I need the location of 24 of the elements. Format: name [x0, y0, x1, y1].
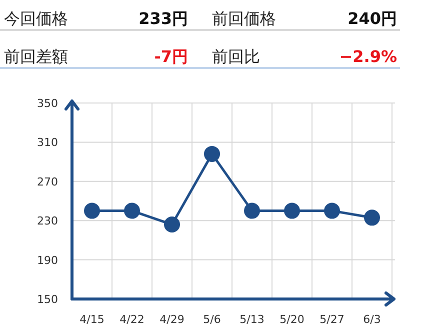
x-tick-label: 5/13 — [240, 313, 264, 326]
text: −2.9% — [339, 47, 397, 66]
x-tick-label: 4/15 — [80, 313, 104, 326]
text: 前回差額 — [4, 47, 68, 66]
text: 233円 — [138, 9, 188, 28]
point — [284, 202, 300, 219]
text: 前回比 — [212, 47, 260, 66]
point — [204, 146, 220, 162]
x-tick-label: 5/20 — [280, 313, 304, 326]
text: -7円 — [154, 47, 188, 66]
text: 240円 — [348, 9, 397, 28]
point — [364, 210, 380, 226]
point — [164, 216, 180, 233]
x-tick-label: 6/3 — [363, 313, 381, 326]
text: 前回価格 — [212, 9, 276, 28]
point — [324, 202, 340, 219]
x-tick-label: 5/6 — [203, 313, 221, 326]
point — [244, 202, 260, 219]
x-tick-label: 4/22 — [120, 313, 144, 326]
point — [124, 202, 140, 219]
point — [84, 202, 100, 219]
x-tick-label: 4/29 — [160, 313, 184, 326]
text: 今回価格 — [4, 9, 68, 28]
x-tick-label: 5/27 — [320, 313, 344, 326]
